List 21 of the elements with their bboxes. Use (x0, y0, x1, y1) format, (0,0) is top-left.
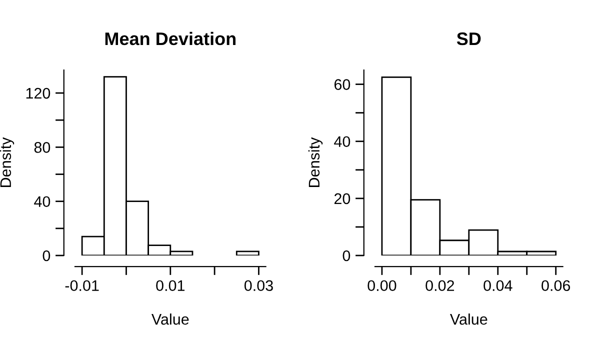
y-tick-label: 80 (34, 142, 50, 153)
y-axis-title: Density (308, 137, 323, 187)
y-tick-label: 60 (334, 79, 350, 90)
chart-title: Mean Deviation (105, 32, 236, 46)
y-tick-label: 120 (26, 88, 50, 99)
y-axis-title: Density (0, 137, 14, 187)
x-tick-label: 0.04 (484, 280, 512, 292)
x-tick-label: -0.01 (65, 280, 99, 292)
chart-title: SD (456, 32, 481, 46)
x-tick-label: 0.03 (244, 280, 273, 292)
y-tick-label: 0 (42, 250, 50, 262)
x-axis-title: Value (450, 313, 488, 325)
x-tick-label: 0.02 (426, 280, 454, 292)
y-tick-label: 40 (34, 196, 50, 208)
x-tick-label: 0.00 (368, 280, 396, 292)
x-tick-label: 0.06 (542, 280, 570, 292)
y-tick-label: 0 (342, 250, 350, 262)
x-axis-title: Value (151, 313, 189, 325)
x-tick-label: 0.01 (156, 280, 185, 292)
y-tick-label: 20 (334, 193, 350, 204)
y-tick-label: 40 (334, 136, 350, 148)
